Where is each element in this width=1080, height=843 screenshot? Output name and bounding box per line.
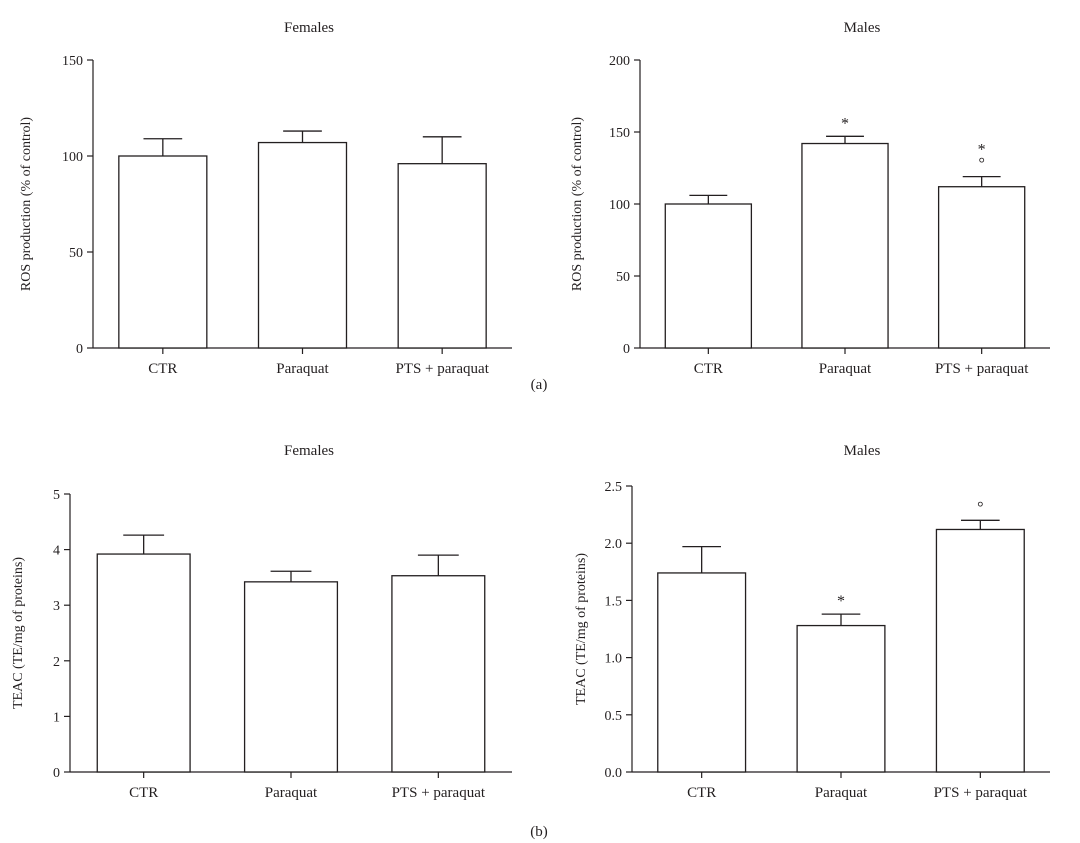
chart-title: Females	[284, 443, 334, 459]
x-tick-label: PTS + paraquat	[935, 361, 1029, 377]
y-tick-label: 50	[616, 270, 630, 285]
bar-pts-paraquat	[397, 163, 487, 349]
y-tick-label: 50	[69, 246, 83, 261]
x-tick-label: Paraquat	[819, 361, 872, 377]
significance-marker: °	[977, 499, 983, 516]
y-tick-label: 1	[53, 710, 60, 725]
chart-title: Males	[844, 443, 881, 459]
x-tick-label: PTS + paraquat	[934, 785, 1028, 801]
bar-paraquat	[801, 142, 889, 349]
y-tick-label: 3	[53, 599, 60, 614]
bar-paraquat	[257, 141, 348, 349]
y-axis-label: ROS production (% of control)	[19, 117, 34, 292]
x-tick-label: CTR	[694, 361, 723, 377]
x-tick-label: Paraquat	[815, 785, 868, 801]
y-tick-label: 0	[76, 342, 83, 357]
chart-males-ros: Males ROS production (% of control) 0 50 100…	[570, 20, 1050, 377]
significance-marker: *	[841, 115, 849, 132]
y-tick-label: 1.0	[605, 652, 623, 667]
significance-marker: * °	[978, 142, 986, 173]
chart-males-teac: Males TEAC (TE/mg of proteins) 0.0 0.5 1.0 1.…	[574, 443, 1050, 801]
bar-pts-paraquat	[937, 186, 1026, 349]
chart-females-ros: Females ROS production (% of control) 0 50 1…	[19, 20, 512, 377]
y-tick-label: 0.0	[605, 766, 623, 781]
y-tick-label: 0	[53, 766, 60, 781]
bar-ctr	[664, 203, 753, 349]
significance-marker: *	[837, 593, 845, 610]
y-tick-label: 2	[53, 655, 60, 670]
bar-ctr	[118, 155, 208, 349]
y-tick-label: 150	[609, 126, 630, 141]
y-tick-label: 5	[53, 488, 60, 503]
bar-ctr	[96, 553, 191, 773]
x-tick-label: Paraquat	[265, 785, 318, 801]
y-tick-label: 0.5	[605, 709, 623, 724]
chart-title: Males	[844, 20, 881, 36]
bar-paraquat	[796, 624, 886, 773]
x-tick-label: Paraquat	[276, 361, 329, 377]
y-tick-label: 100	[62, 150, 83, 165]
x-tick-label: PTS + paraquat	[395, 361, 489, 377]
y-tick-label: 100	[609, 198, 630, 213]
chart-females-teac: Females TEAC (TE/mg of proteins) 0 1 2 3 4 5 CTR…	[11, 443, 512, 801]
x-tick-label: CTR	[148, 361, 177, 377]
y-tick-label: 0	[623, 342, 630, 357]
y-axis-label: TEAC (TE/mg of proteins)	[574, 553, 589, 705]
x-tick-label: CTR	[129, 785, 158, 801]
panel-label-a: (a)	[531, 377, 548, 393]
y-tick-label: 200	[609, 54, 630, 69]
y-tick-label: 2.0	[605, 537, 623, 552]
y-axis-label: TEAC (TE/mg of proteins)	[11, 557, 26, 709]
bar-pts-paraquat	[391, 575, 486, 773]
y-tick-label: 2.5	[605, 480, 623, 495]
y-tick-label: 1.5	[605, 594, 623, 609]
y-axis-label: ROS production (% of control)	[570, 117, 585, 292]
y-tick-label: 4	[53, 544, 60, 559]
y-tick-label: 150	[62, 54, 83, 69]
bar-ctr	[657, 572, 747, 773]
panel-label-b: (b)	[530, 824, 548, 840]
x-tick-label: CTR	[687, 785, 716, 801]
x-tick-label: PTS + paraquat	[392, 785, 486, 801]
chart-title: Females	[284, 20, 334, 36]
bar-pts-paraquat	[935, 528, 1025, 773]
bar-paraquat	[243, 581, 339, 773]
